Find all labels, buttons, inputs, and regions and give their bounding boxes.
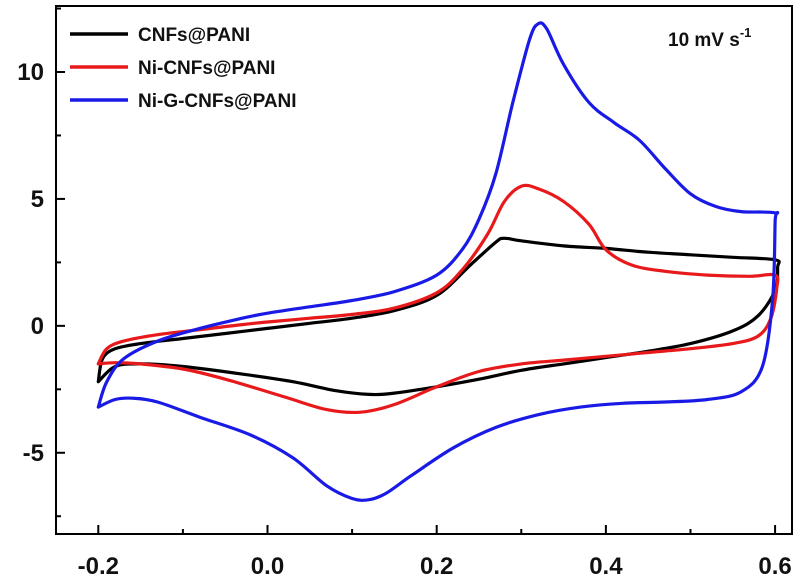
legend-label-ni-g-cnfs-pani: Ni-G-CNFs@PANI xyxy=(138,91,297,112)
x-tick-label: 0.6 xyxy=(758,553,791,580)
series-group xyxy=(96,21,781,502)
y-tick-label: 0 xyxy=(31,313,44,340)
x-tick-label: 0.0 xyxy=(251,553,284,580)
scan-rate-annotation: 10 mV s-1 xyxy=(668,25,751,51)
axis-ticks: -0.2 0.0 0.2 0.4 0.6 -5 0 5 10 xyxy=(17,7,792,580)
scan-rate-text: 10 mV s xyxy=(668,30,740,51)
scan-rate-exponent: -1 xyxy=(740,25,752,40)
legend-label-cnfs-pani: CNFs@PANI xyxy=(138,25,250,46)
y-tick-label: 5 xyxy=(31,186,44,213)
legend: CNFs@PANI Ni-CNFs@PANI Ni-G-CNFs@PANI xyxy=(70,25,297,112)
x-tick-label: 0.4 xyxy=(589,553,623,580)
plot-area xyxy=(55,5,793,535)
series-line-ni-g-cnfs-pani xyxy=(96,21,780,502)
series-line-ni-cnfs-pani xyxy=(96,183,780,415)
y-tick-label: -5 xyxy=(23,440,44,467)
y-tick-label: 10 xyxy=(17,59,44,86)
x-tick-label: 0.2 xyxy=(420,553,453,580)
x-tick-label: -0.2 xyxy=(78,553,119,580)
legend-label-ni-cnfs-pani: Ni-CNFs@PANI xyxy=(138,58,275,79)
